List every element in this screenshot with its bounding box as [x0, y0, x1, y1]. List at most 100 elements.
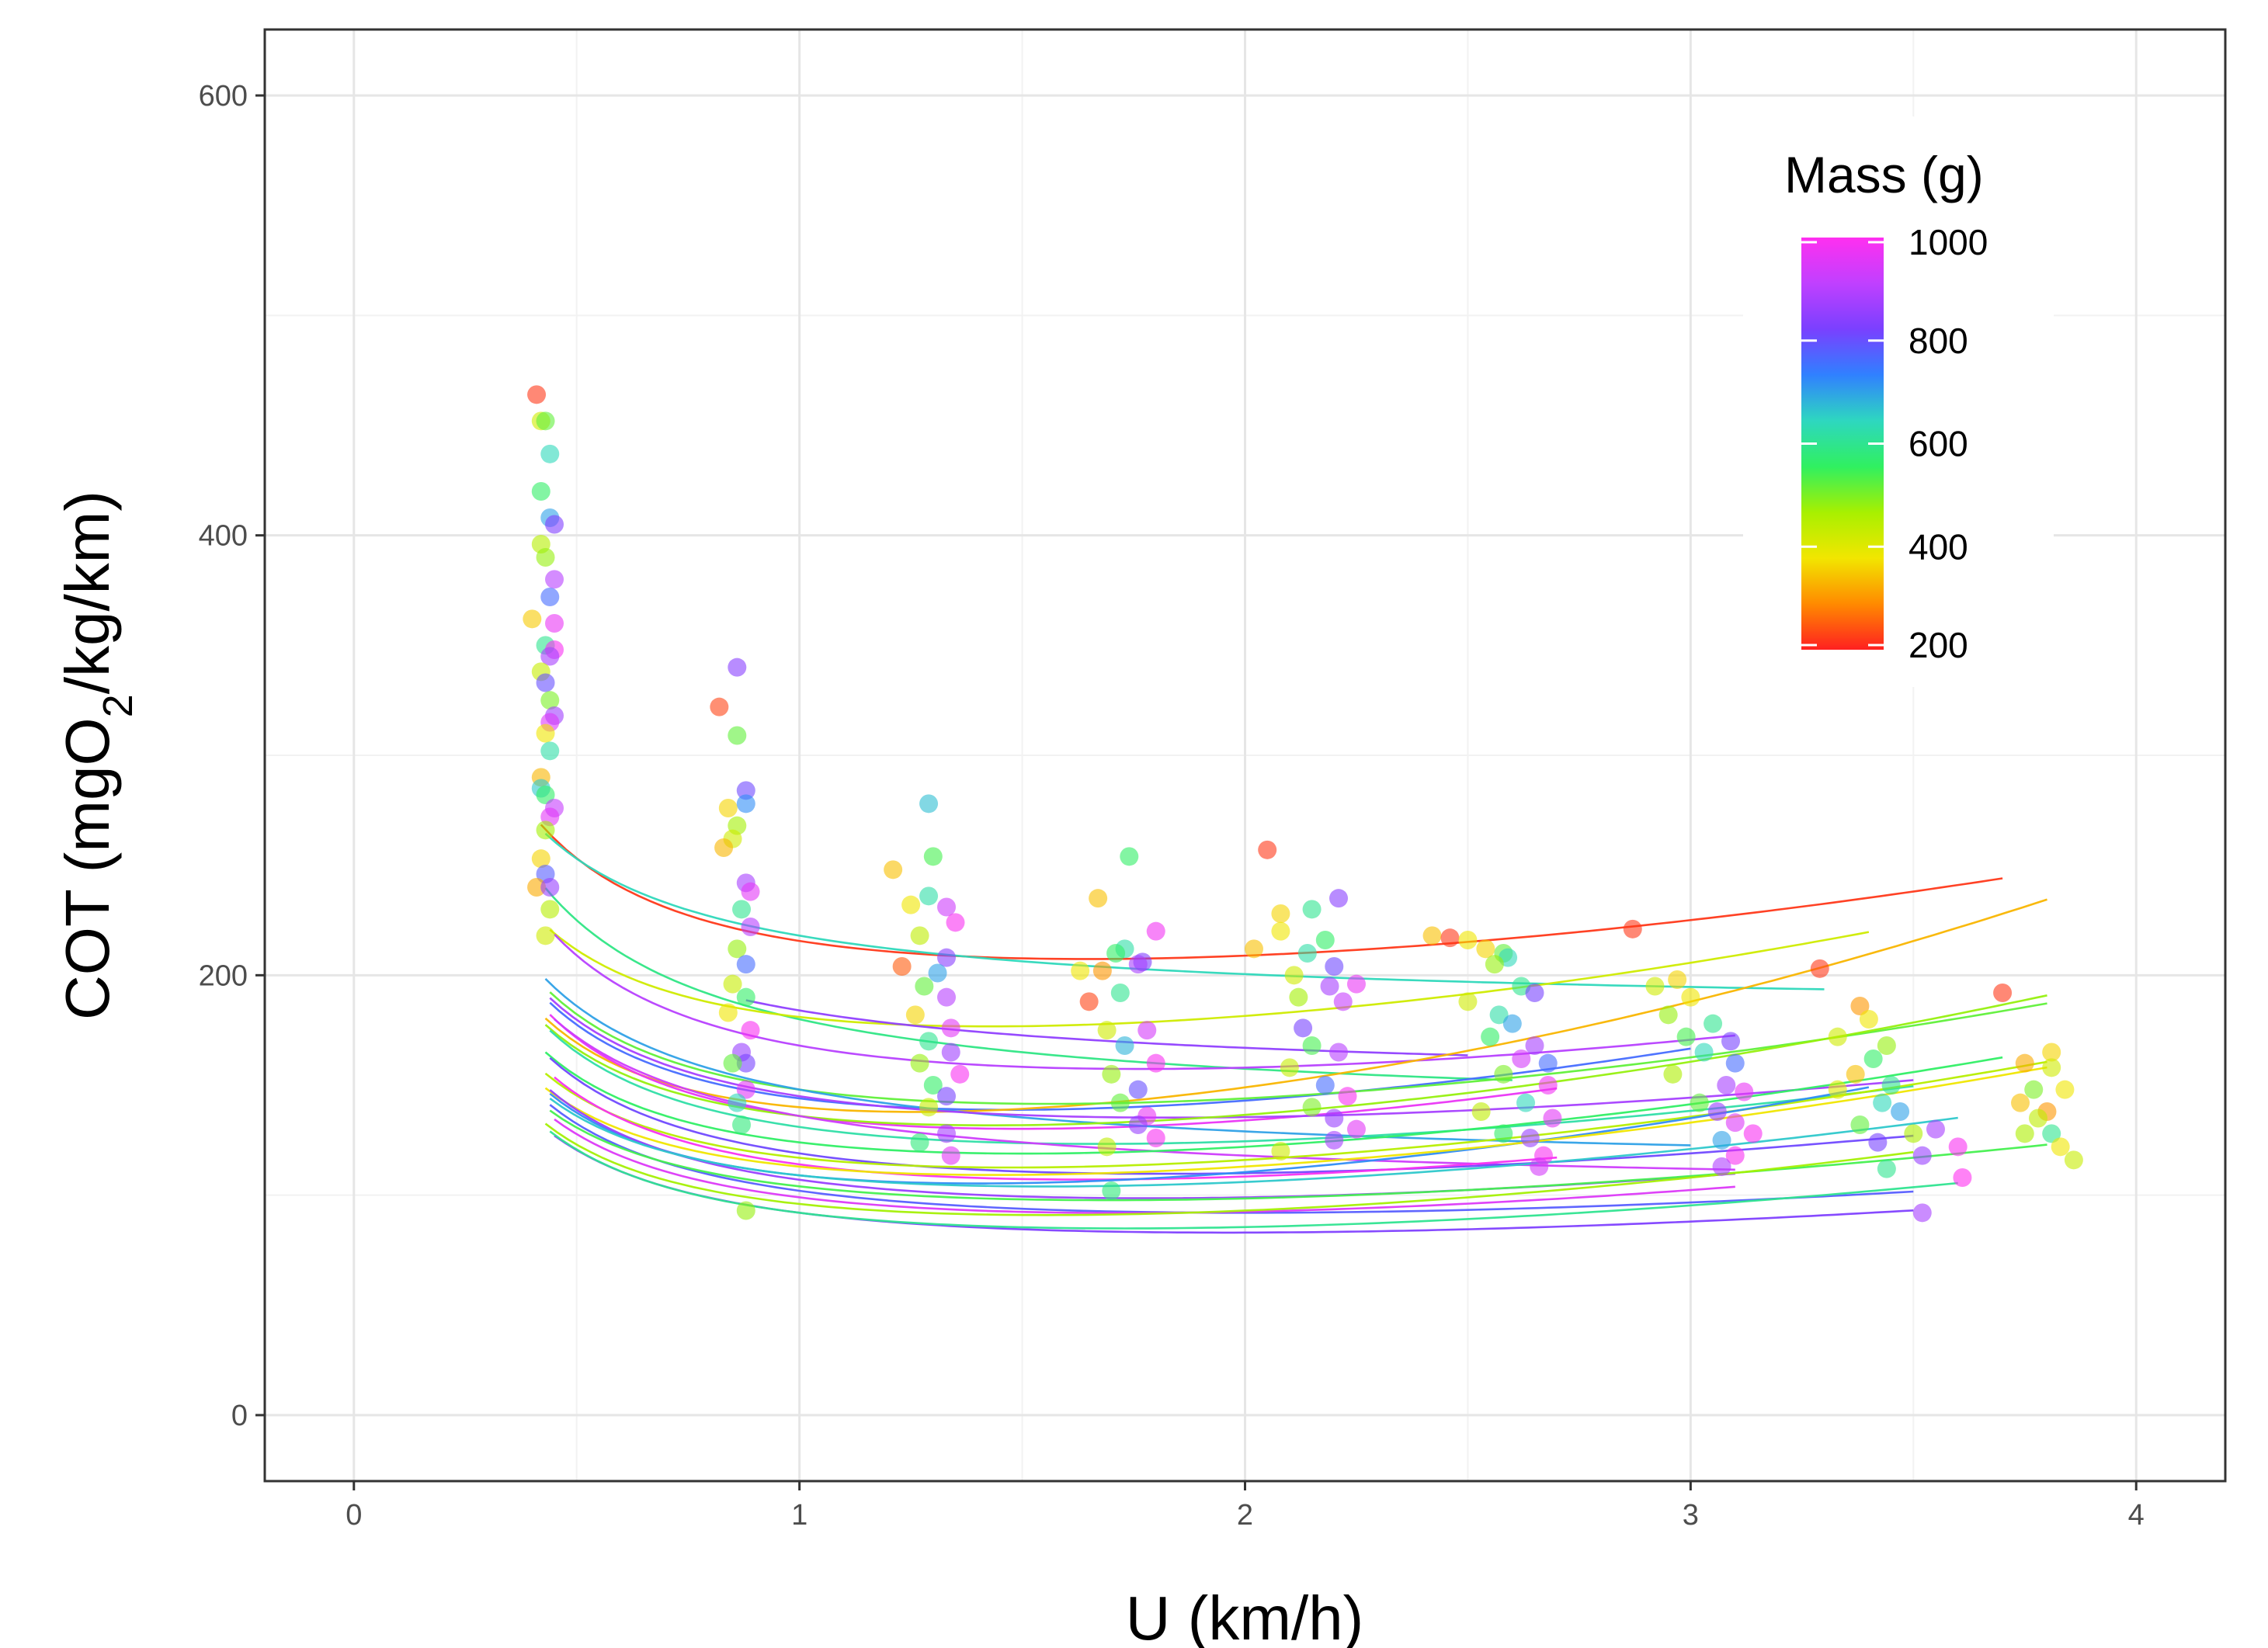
data-point — [937, 1124, 957, 1143]
data-point — [718, 799, 738, 817]
data-point — [1302, 1098, 1322, 1117]
data-point — [1302, 1036, 1322, 1055]
data-point — [1512, 1050, 1531, 1068]
axis-ticks: 0 1 2 3 4 0 200 400 600 — [199, 80, 2145, 1532]
data-point — [1681, 987, 1700, 1007]
data-point — [923, 847, 943, 866]
fit-curve — [549, 1109, 2047, 1202]
data-point — [545, 570, 564, 589]
data-point — [2011, 1093, 2030, 1112]
data-point — [1346, 974, 1366, 994]
data-point — [1471, 1102, 1491, 1121]
fit-curve — [544, 1066, 2047, 1176]
data-point — [536, 723, 555, 743]
data-point — [536, 411, 555, 431]
data-point — [1271, 921, 1290, 941]
fit-curves — [540, 824, 2047, 1234]
x-axis-tick-label: 3 — [1683, 1499, 1699, 1532]
data-point — [741, 882, 760, 901]
data-point — [1079, 992, 1099, 1011]
data-point — [1489, 1005, 1509, 1025]
data-point — [1458, 992, 1478, 1011]
data-point — [1525, 1036, 1544, 1055]
data-point — [1810, 959, 1829, 978]
fit-curve — [549, 1029, 1914, 1145]
data-point — [732, 900, 752, 919]
data-point — [892, 957, 912, 976]
data-point — [736, 1201, 755, 1220]
data-point — [1097, 1021, 1117, 1040]
legend-tick-label: 600 — [1909, 424, 1968, 464]
data-point — [714, 838, 734, 857]
data-point — [2042, 1043, 2061, 1062]
data-point — [1476, 939, 1495, 959]
data-point — [2042, 1058, 2061, 1077]
fit-curve — [554, 1076, 1558, 1181]
data-point — [937, 987, 957, 1007]
data-point — [1346, 1119, 1366, 1139]
data-point — [1333, 992, 1353, 1011]
data-point — [910, 1133, 929, 1152]
data-point — [1953, 1168, 1972, 1187]
data-point — [1891, 1102, 1910, 1121]
data-point — [1110, 984, 1130, 1002]
data-point — [1668, 970, 1687, 989]
data-point — [2064, 1150, 2083, 1170]
data-point — [1102, 1181, 1121, 1200]
data-point — [1663, 1064, 1683, 1084]
data-point — [1868, 1133, 1888, 1152]
data-point — [1712, 1130, 1731, 1150]
data-point — [1422, 926, 1442, 945]
y-axis-title-subscript: 2 — [95, 694, 141, 717]
data-point — [531, 482, 551, 501]
data-point — [1743, 1124, 1763, 1143]
data-point — [1120, 847, 1139, 866]
data-point — [545, 515, 564, 534]
data-point — [536, 926, 555, 945]
data-point — [536, 821, 555, 840]
data-point — [1071, 961, 1090, 980]
data-point — [1850, 997, 1870, 1015]
data-point — [1258, 840, 1277, 859]
data-point — [536, 548, 555, 567]
fit-curve — [549, 1130, 1958, 1230]
data-point — [919, 1032, 939, 1051]
data-point — [2015, 1124, 2034, 1143]
data-point — [1993, 984, 2013, 1002]
data-point — [1137, 1021, 1157, 1040]
data-point — [545, 614, 564, 633]
data-point — [1690, 1093, 1709, 1112]
data-point — [728, 939, 747, 959]
legend-tick-label: 200 — [1909, 625, 1968, 665]
data-point — [1707, 1102, 1727, 1121]
data-point — [1440, 928, 1460, 948]
fit-curve — [544, 1122, 1914, 1216]
data-point — [540, 588, 560, 606]
data-point — [1106, 944, 1126, 963]
data-point — [1297, 944, 1317, 963]
fit-curve — [544, 898, 2047, 1113]
x-axis-tick-label: 0 — [346, 1499, 362, 1532]
data-point — [1102, 1064, 1121, 1084]
data-point — [728, 1093, 747, 1112]
y-axis-title: COT (mgO2/kg/km) — [53, 491, 141, 1020]
data-point — [2055, 1080, 2075, 1099]
data-point — [1315, 931, 1335, 949]
x-axis-tick-label: 4 — [2128, 1499, 2145, 1532]
data-point — [1485, 955, 1504, 974]
data-point — [1325, 1108, 1344, 1128]
data-point — [1645, 977, 1665, 996]
data-point — [1538, 1076, 1558, 1095]
data-point — [884, 860, 903, 880]
data-point — [736, 1053, 755, 1073]
data-point — [718, 1003, 738, 1022]
data-point — [1530, 1157, 1549, 1176]
x-axis-tick-label: 1 — [791, 1499, 808, 1532]
data-point — [536, 786, 555, 804]
data-point — [1315, 1076, 1335, 1095]
data-point — [1302, 900, 1322, 919]
data-point — [1494, 1064, 1513, 1084]
data-point — [540, 647, 560, 666]
data-point — [1115, 1036, 1134, 1055]
data-point — [946, 913, 965, 932]
